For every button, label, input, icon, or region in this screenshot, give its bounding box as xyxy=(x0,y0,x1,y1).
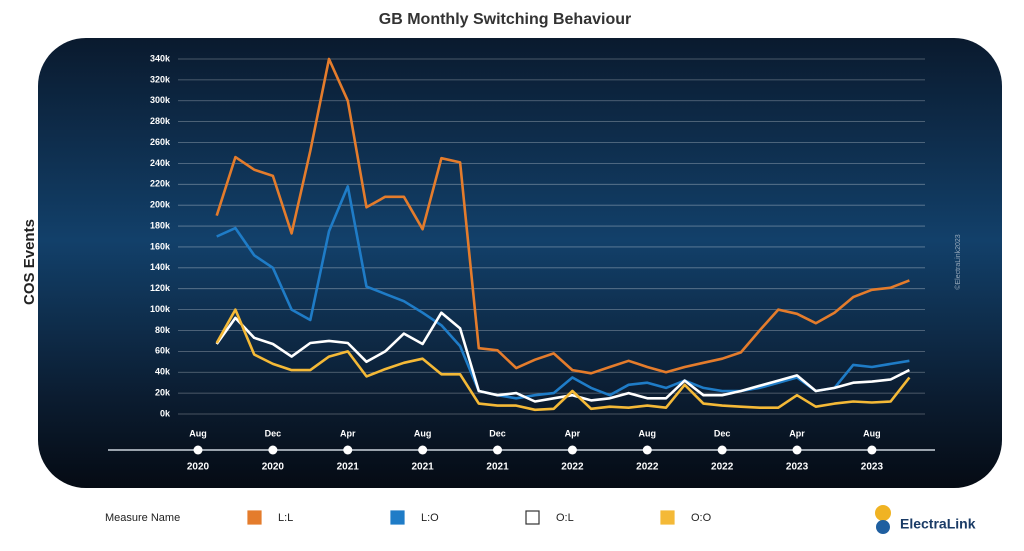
x-tick-label: Aug xyxy=(863,428,881,438)
x-tick-dot xyxy=(867,445,877,455)
legend-swatch xyxy=(525,510,540,525)
logo-icon xyxy=(875,505,891,521)
x-tick-label: Aug xyxy=(639,428,657,438)
y-tick-label: 120k xyxy=(150,283,171,293)
x-tick-label: Apr xyxy=(340,428,356,438)
x-tick-year: 2023 xyxy=(786,462,809,473)
y-tick-label: 180k xyxy=(150,220,171,230)
logo: ElectraLink xyxy=(875,505,976,534)
x-tick-dot xyxy=(493,445,503,455)
legend-swatch xyxy=(247,510,262,525)
logo-icon xyxy=(876,520,890,534)
x-tick-label: Apr xyxy=(789,428,805,438)
y-axis-label: COS Events xyxy=(21,219,38,305)
series-line xyxy=(215,57,910,375)
y-tick-label: 240k xyxy=(150,158,171,168)
x-tick-year: 2021 xyxy=(412,462,435,473)
y-tick-label: 140k xyxy=(150,262,171,272)
y-tick-label: 340k xyxy=(150,53,171,63)
y-tick-label: 100k xyxy=(150,304,171,314)
y-tick-label: 200k xyxy=(150,200,171,210)
y-tick-label: 220k xyxy=(150,179,171,189)
x-tick-dot xyxy=(418,445,428,455)
x-tick-year: 2020 xyxy=(187,462,210,473)
series-line xyxy=(216,185,910,400)
x-tick-dot xyxy=(193,445,203,455)
y-tick-label: 60k xyxy=(155,346,171,356)
x-tick-year: 2022 xyxy=(711,462,734,473)
legend-swatch xyxy=(390,510,405,525)
legend-label: O:L xyxy=(556,512,574,524)
y-tick-label: 80k xyxy=(155,325,171,335)
x-tick-year: 2022 xyxy=(561,462,584,473)
x-tick-dot xyxy=(567,445,577,455)
legend-label: O:O xyxy=(691,512,712,524)
x-tick-dot xyxy=(268,445,278,455)
y-tick-label: 320k xyxy=(150,74,171,84)
y-tick-label: 160k xyxy=(150,241,171,251)
x-tick-label: Aug xyxy=(189,428,207,438)
x-tick-year: 2021 xyxy=(486,462,509,473)
legend-label: L:O xyxy=(421,512,439,524)
logo-text: ElectraLink xyxy=(900,516,976,532)
y-tick-label: 260k xyxy=(150,137,171,147)
watermark: ©ElectraLink2023 xyxy=(954,234,962,289)
y-tick-label: 300k xyxy=(150,95,171,105)
y-tick-label: 20k xyxy=(155,387,171,397)
x-tick-dot xyxy=(343,445,353,455)
series-line xyxy=(215,311,910,403)
x-tick-dot xyxy=(792,445,802,455)
panel xyxy=(38,38,1002,488)
x-tick-year: 2021 xyxy=(337,462,360,473)
x-tick-label: Dec xyxy=(265,428,282,438)
x-tick-year: 2022 xyxy=(636,462,659,473)
x-tick-dot xyxy=(642,445,652,455)
legend-swatch xyxy=(660,510,675,525)
y-tick-label: 0k xyxy=(160,408,171,418)
x-tick-year: 2020 xyxy=(262,462,285,473)
x-tick-label: Apr xyxy=(565,428,581,438)
y-tick-label: 280k xyxy=(150,116,171,126)
y-tick-label: 40k xyxy=(155,367,171,377)
x-tick-year: 2023 xyxy=(861,462,884,473)
legend-label: L:L xyxy=(278,512,293,524)
chart-title: GB Monthly Switching Behaviour xyxy=(379,11,631,28)
series-line xyxy=(215,308,911,412)
legend-title: Measure Name xyxy=(105,512,180,524)
x-tick-label: Dec xyxy=(714,428,731,438)
x-tick-dot xyxy=(717,445,727,455)
x-tick-label: Aug xyxy=(414,428,432,438)
x-tick-label: Dec xyxy=(489,428,506,438)
